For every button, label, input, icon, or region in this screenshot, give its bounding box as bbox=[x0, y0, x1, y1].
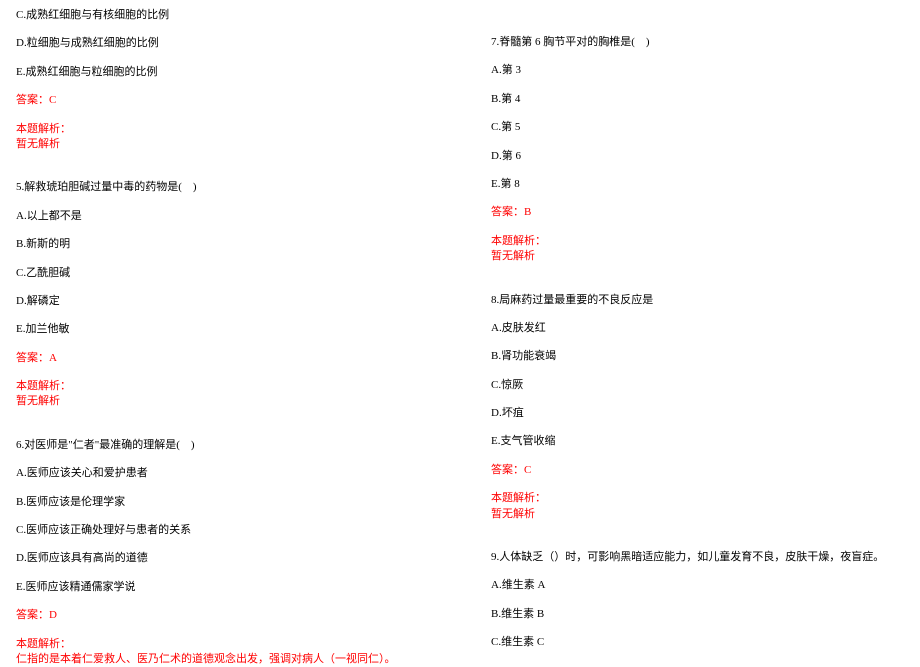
q7-analysis-title: 本题解析： bbox=[491, 234, 896, 249]
q9-option-b: B.维生素 B bbox=[491, 607, 896, 622]
q7-stem: 7.脊髓第 6 胸节平对的胸椎是( ) bbox=[491, 35, 896, 50]
q6-option-a: A.医师应该关心和爱护患者 bbox=[16, 466, 451, 481]
q5-option-a: A.以上都不是 bbox=[16, 209, 451, 224]
q7-option-c: C.第 5 bbox=[491, 120, 896, 135]
q7-analysis-body: 暂无解析 bbox=[491, 249, 896, 264]
q8-option-c: C.惊厥 bbox=[491, 378, 896, 393]
q4-analysis-title: 本题解析： bbox=[16, 122, 451, 137]
q5-stem: 5.解救琥珀胆碱过量中毒的药物是( ) bbox=[16, 180, 451, 195]
q4-option-c: C.成熟红细胞与有核细胞的比例 bbox=[16, 8, 451, 23]
q6-option-d: D.医师应该具有高尚的道德 bbox=[16, 551, 451, 566]
q8-option-b: B.肾功能衰竭 bbox=[491, 349, 896, 364]
q5-option-b: B.新斯的明 bbox=[16, 237, 451, 252]
page-container: C.成熟红细胞与有核细胞的比例 D.粒细胞与成熟红细胞的比例 E.成熟红细胞与粒… bbox=[0, 0, 920, 651]
q9-option-a: A.维生素 A bbox=[491, 578, 896, 593]
q4-answer: 答案：C bbox=[16, 93, 451, 108]
q6-analysis-body: 仁指的是本着仁爱救人、医乃仁术的道德观念出发，强调对病人（一视同仁）。 bbox=[16, 652, 451, 667]
q9-option-c: C.维生素 C bbox=[491, 635, 896, 650]
q5-answer: 答案：A bbox=[16, 351, 451, 366]
q8-option-e: E.支气管收缩 bbox=[491, 434, 896, 449]
left-column: C.成熟红细胞与有核细胞的比例 D.粒细胞与成熟红细胞的比例 E.成熟红细胞与粒… bbox=[0, 0, 475, 651]
q5-option-c: C.乙酰胆碱 bbox=[16, 266, 451, 281]
q6-answer: 答案：D bbox=[16, 608, 451, 623]
q8-option-d: D.坏疽 bbox=[491, 406, 896, 421]
q8-analysis-title: 本题解析： bbox=[491, 491, 896, 506]
q5-option-d: D.解磷定 bbox=[16, 294, 451, 309]
q8-stem: 8.局麻药过量最重要的不良反应是 bbox=[491, 293, 896, 308]
q5-option-e: E.加兰他敏 bbox=[16, 322, 451, 337]
q5-analysis-body: 暂无解析 bbox=[16, 394, 451, 409]
right-column: 7.脊髓第 6 胸节平对的胸椎是( ) A.第 3 B.第 4 C.第 5 D.… bbox=[475, 0, 920, 651]
q6-option-c: C.医师应该正确处理好与患者的关系 bbox=[16, 523, 451, 538]
q7-option-b: B.第 4 bbox=[491, 92, 896, 107]
q8-option-a: A.皮肤发红 bbox=[491, 321, 896, 336]
q8-analysis-body: 暂无解析 bbox=[491, 507, 896, 522]
q7-option-d: D.第 6 bbox=[491, 149, 896, 164]
q9-stem: 9.人体缺乏（）时，可影响黑暗适应能力，如儿童发育不良，皮肤干燥，夜盲症。 bbox=[491, 550, 896, 565]
q7-answer: 答案：B bbox=[491, 205, 896, 220]
q4-option-e: E.成熟红细胞与粒细胞的比例 bbox=[16, 65, 451, 80]
q6-option-b: B.医师应该是伦理学家 bbox=[16, 495, 451, 510]
q6-option-e: E.医师应该精通儒家学说 bbox=[16, 580, 451, 595]
q7-option-a: A.第 3 bbox=[491, 63, 896, 78]
q7-option-e: E.第 8 bbox=[491, 177, 896, 192]
q6-analysis-title: 本题解析： bbox=[16, 637, 451, 652]
q4-option-d: D.粒细胞与成熟红细胞的比例 bbox=[16, 36, 451, 51]
q8-answer: 答案：C bbox=[491, 463, 896, 478]
q5-analysis-title: 本题解析： bbox=[16, 379, 451, 394]
q6-stem: 6.对医师是"仁者"最准确的理解是( ) bbox=[16, 438, 451, 453]
q4-analysis-body: 暂无解析 bbox=[16, 137, 451, 152]
